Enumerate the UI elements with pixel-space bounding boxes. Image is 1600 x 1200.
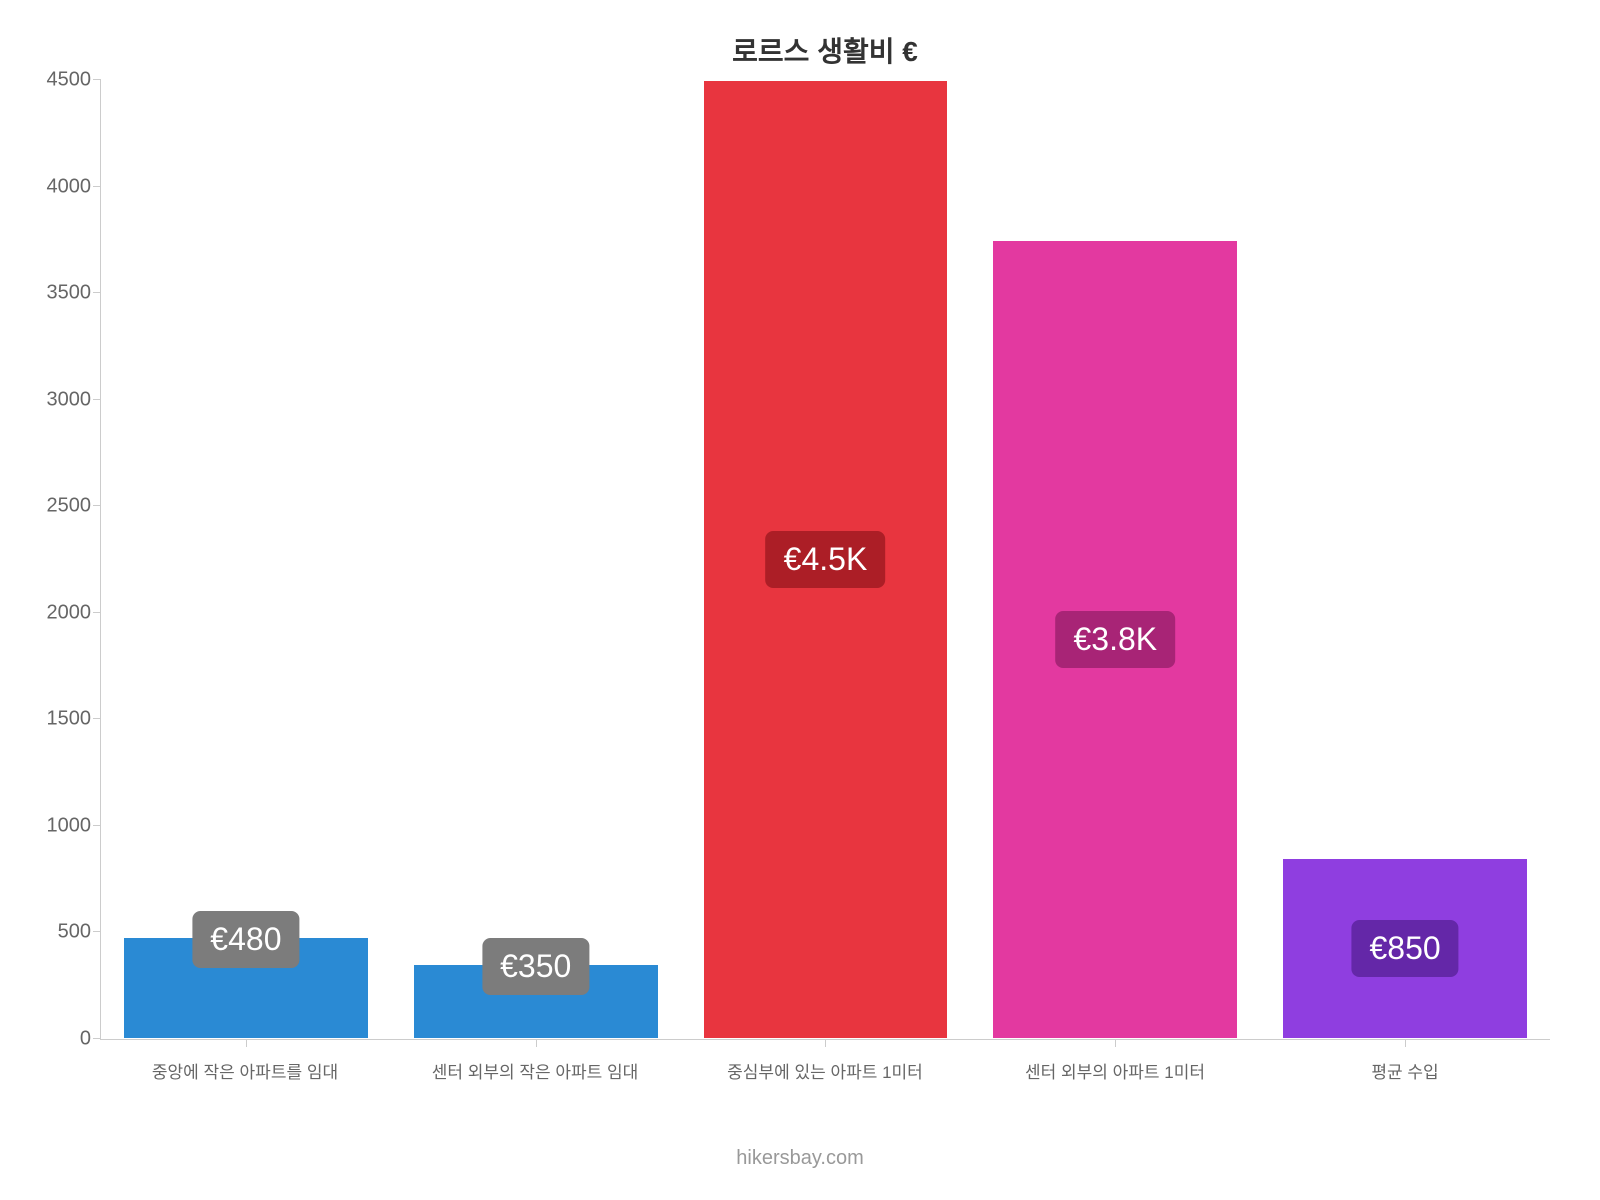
y-tick-label: 3500 bbox=[31, 282, 91, 305]
y-tick-label: 4500 bbox=[31, 69, 91, 92]
x-tick-mark bbox=[1115, 1039, 1116, 1047]
attribution-text: hikersbay.com bbox=[736, 1147, 863, 1170]
x-axis-label: 평균 수입 bbox=[1260, 1058, 1550, 1083]
bar: €4.5K bbox=[703, 80, 949, 1039]
y-tick-mark bbox=[93, 718, 101, 719]
x-tick-mark bbox=[246, 1039, 247, 1047]
value-badge: €350 bbox=[482, 938, 589, 995]
y-tick-label: 0 bbox=[31, 1028, 91, 1051]
y-tick-label: 2000 bbox=[31, 601, 91, 624]
x-axis-label: 중심부에 있는 아파트 1미터 bbox=[680, 1058, 970, 1083]
y-tick-mark bbox=[93, 292, 101, 293]
y-tick-label: 1000 bbox=[31, 814, 91, 837]
x-tick-mark bbox=[1405, 1039, 1406, 1047]
y-tick-mark bbox=[93, 505, 101, 506]
y-tick-label: 2500 bbox=[31, 495, 91, 518]
bar: €850 bbox=[1282, 858, 1528, 1039]
y-tick-mark bbox=[93, 186, 101, 187]
y-tick-mark bbox=[93, 931, 101, 932]
x-tick-mark bbox=[825, 1039, 826, 1047]
y-tick-mark bbox=[93, 612, 101, 613]
x-axis-labels: 중앙에 작은 아파트를 임대센터 외부의 작은 아파트 임대중심부에 있는 아파… bbox=[100, 1058, 1550, 1083]
y-tick-label: 1500 bbox=[31, 708, 91, 731]
value-badge: €3.8K bbox=[1055, 611, 1175, 668]
y-tick-mark bbox=[93, 1038, 101, 1039]
bar-slot: €3.8K bbox=[970, 80, 1260, 1039]
value-badge: €4.5K bbox=[766, 531, 886, 588]
bar: €480 bbox=[123, 937, 369, 1039]
bar-slot: €350 bbox=[391, 80, 681, 1039]
bar-slot: €4.5K bbox=[681, 80, 971, 1039]
value-badge: €480 bbox=[192, 911, 299, 968]
x-axis-label: 중앙에 작은 아파트를 임대 bbox=[100, 1058, 390, 1083]
bar: €3.8K bbox=[992, 240, 1238, 1039]
y-tick-label: 500 bbox=[31, 921, 91, 944]
y-tick-mark bbox=[93, 79, 101, 80]
chart-title: 로르스 생활비 € bbox=[100, 30, 1550, 70]
bar-slot: €850 bbox=[1260, 80, 1550, 1039]
bar-slot: €480 bbox=[101, 80, 391, 1039]
y-tick-label: 4000 bbox=[31, 175, 91, 198]
x-tick-mark bbox=[536, 1039, 537, 1047]
y-tick-label: 3000 bbox=[31, 388, 91, 411]
chart-container: 로르스 생활비 € 050010001500200025003000350040… bbox=[100, 30, 1550, 1080]
y-axis: 050010001500200025003000350040004500 bbox=[31, 80, 91, 1039]
value-badge: €850 bbox=[1351, 920, 1458, 977]
x-axis-label: 센터 외부의 작은 아파트 임대 bbox=[390, 1058, 680, 1083]
plot-area: 050010001500200025003000350040004500 €48… bbox=[100, 80, 1550, 1040]
bar: €350 bbox=[413, 964, 659, 1039]
y-tick-mark bbox=[93, 825, 101, 826]
x-axis-label: 센터 외부의 아파트 1미터 bbox=[970, 1058, 1260, 1083]
y-tick-mark bbox=[93, 399, 101, 400]
bars-area: €480 €350 €4.5K €3.8K €850 bbox=[101, 80, 1550, 1039]
